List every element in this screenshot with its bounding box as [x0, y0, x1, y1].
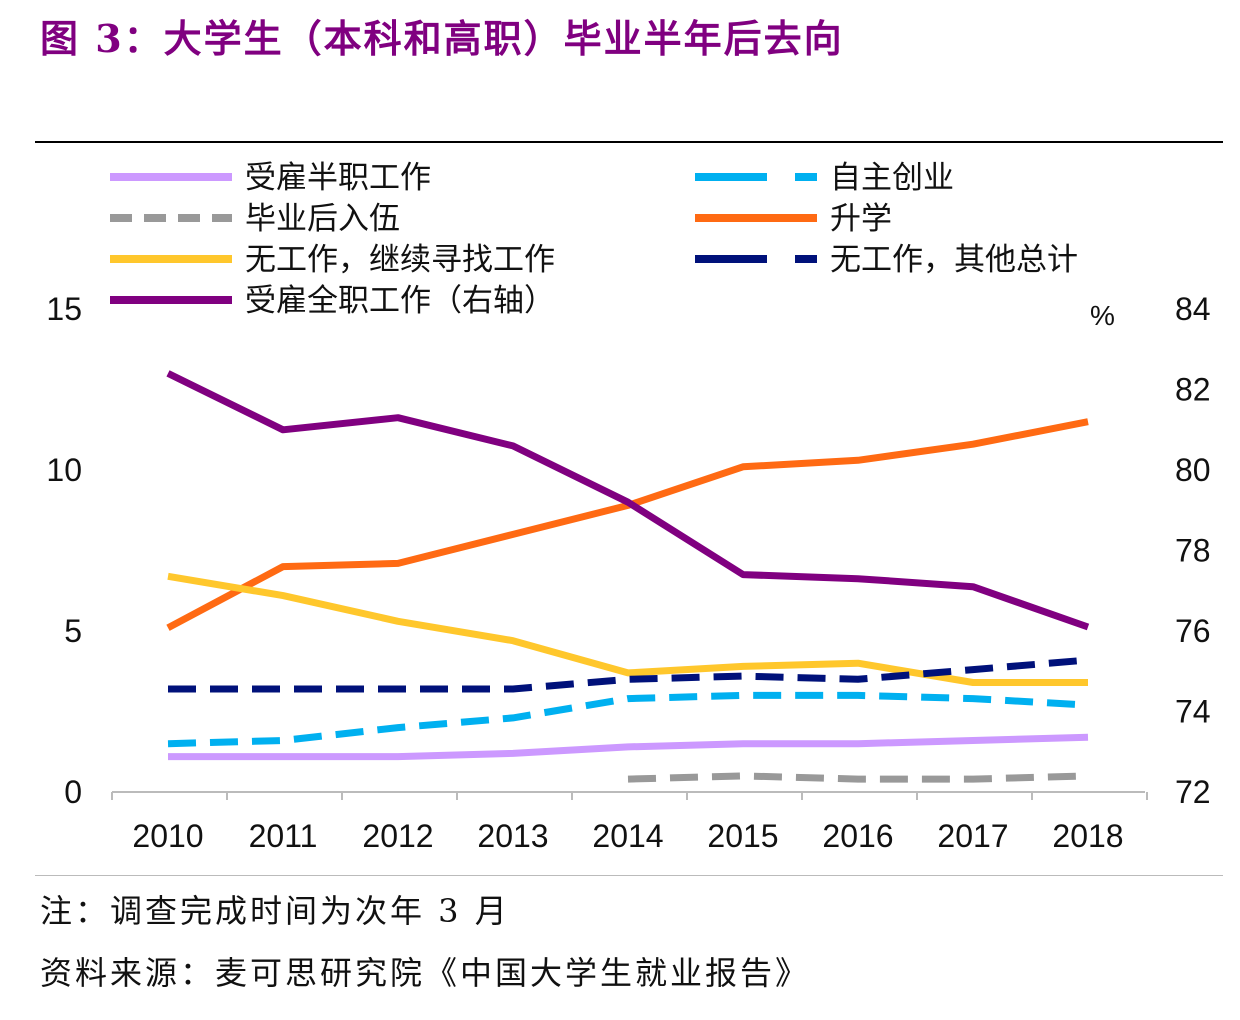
left-y-tick-label: 0: [64, 774, 82, 810]
right-y-tick-label: 80: [1175, 452, 1211, 488]
legend-label: 毕业后入伍: [245, 201, 400, 236]
legend-label: 自主创业: [830, 160, 954, 195]
x-tick-label: 2017: [937, 818, 1008, 854]
bottom-rule: [35, 875, 1223, 876]
unit-label: %: [1090, 300, 1115, 331]
x-tick-label: 2010: [132, 818, 203, 854]
x-tick-label: 2018: [1052, 818, 1123, 854]
legend-label: 受雇半职工作: [245, 160, 431, 195]
right-y-tick-label: 74: [1175, 694, 1211, 730]
left-y-tick-label: 10: [46, 452, 82, 488]
top-rule: [35, 141, 1223, 143]
x-tick-label: 2012: [362, 818, 433, 854]
right-y-tick-label: 84: [1175, 291, 1211, 327]
legend-label: 受雇全职工作（右轴）: [245, 283, 555, 318]
series-line: [167, 691, 1089, 748]
left-y-tick-label: 15: [46, 291, 82, 327]
legend-label: 升学: [830, 201, 892, 236]
right-y-tick-label: 76: [1175, 613, 1211, 649]
x-tick-label: 2016: [822, 818, 893, 854]
chart-source: 资料来源：麦可思研究院《中国大学生就业报告》: [40, 954, 811, 992]
right-y-tick-label: 72: [1175, 774, 1211, 810]
right-y-tick-label: 82: [1175, 372, 1211, 408]
x-tick-label: 2011: [249, 818, 318, 854]
chart-title: 图 3：大学生（本科和高职）毕业半年后去向: [40, 16, 844, 61]
legend-label: 无工作，其他总计: [830, 242, 1078, 277]
chart-note: 注：调查完成时间为次年 3 月: [40, 892, 510, 930]
series-line: [168, 733, 1089, 761]
legend-label: 无工作，继续寻找工作: [245, 242, 555, 277]
series-line: [166, 418, 1089, 631]
x-tick-label: 2013: [477, 818, 548, 854]
series-line: [166, 370, 1090, 631]
left-y-tick-label: 5: [64, 613, 82, 649]
series-line: [627, 772, 1089, 783]
right-y-tick-label: 78: [1175, 533, 1211, 569]
series-line: [168, 656, 1089, 693]
series-line: [167, 572, 1088, 686]
x-tick-label: 2014: [592, 818, 663, 854]
x-tick-label: 2015: [707, 818, 778, 854]
